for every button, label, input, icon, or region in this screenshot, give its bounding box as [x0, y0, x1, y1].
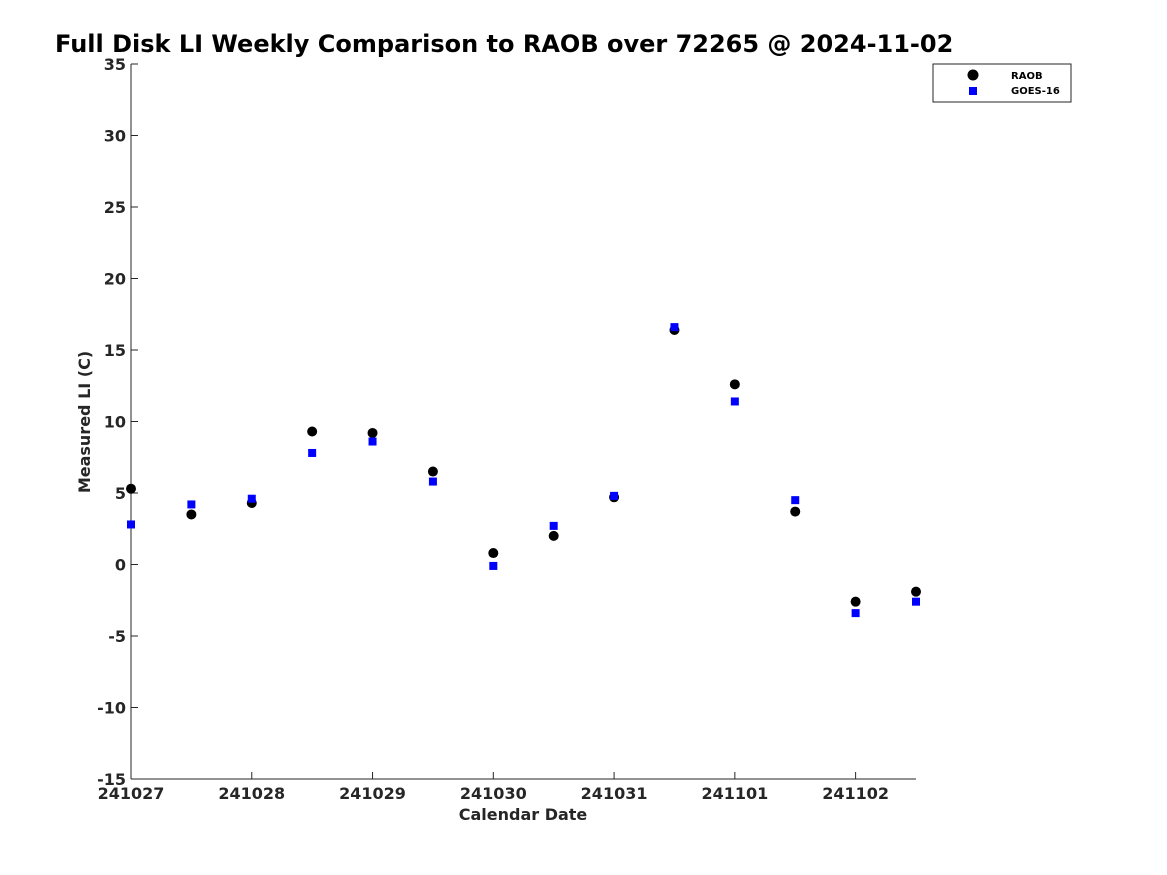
goes16-point — [610, 491, 619, 500]
legend-marker-raob — [967, 69, 979, 81]
goes16-point — [912, 597, 920, 606]
legend-box — [932, 63, 1072, 103]
x-tick-label: 241031 — [581, 784, 648, 803]
y-ticks: -15 -10 -5 0 5 10 15 20 25 30 35 — [97, 55, 138, 789]
y-tick-label: -5 — [108, 627, 126, 646]
goes16-point — [670, 323, 679, 332]
y-tick-label: -10 — [97, 699, 126, 718]
raob-point — [488, 548, 499, 559]
y-tick-label: 15 — [104, 341, 126, 360]
raob-point — [911, 586, 921, 597]
x-tick-label: 241027 — [98, 784, 165, 803]
raob-point — [548, 530, 559, 541]
y-tick-label: -15 — [97, 770, 126, 789]
raob-point — [729, 379, 740, 390]
goes16-point — [247, 494, 256, 503]
goes16-point — [851, 609, 860, 618]
legend: RAOB GOES-16 — [932, 63, 1072, 103]
y-tick-label: 35 — [104, 55, 126, 74]
goes16-point — [791, 496, 800, 505]
raob-point — [307, 426, 318, 437]
goes16-point — [730, 397, 739, 406]
goes16-point — [489, 561, 498, 570]
x-tick-label: 241028 — [218, 784, 285, 803]
x-tick-label: 241030 — [460, 784, 527, 803]
raob-point — [186, 509, 197, 520]
y-tick-label: 30 — [104, 127, 126, 146]
goes16-point — [549, 521, 558, 530]
raob-point — [367, 427, 378, 438]
y-tick-label: 5 — [115, 484, 126, 503]
raob-point — [427, 466, 438, 477]
chart-title: Full Disk LI Weekly Comparison to RAOB o… — [55, 30, 953, 58]
x-tick-label: 241102 — [822, 784, 889, 803]
raob-point — [790, 506, 801, 517]
goes16-point — [368, 437, 377, 446]
goes16-point — [428, 477, 437, 486]
goes16-point — [308, 448, 317, 457]
raob-point — [850, 596, 861, 607]
goes16-point — [127, 520, 135, 529]
legend-label-goes16: GOES-16 — [1011, 86, 1060, 97]
y-axis-label: Measured LI (C) — [75, 351, 94, 493]
y-tick-label: 10 — [104, 413, 126, 432]
x-tick-label: 241029 — [339, 784, 406, 803]
legend-label-raob: RAOB — [1011, 71, 1043, 82]
y-tick-label: 20 — [104, 270, 126, 289]
x-axis-label: Calendar Date — [459, 805, 588, 824]
goes16-point — [187, 500, 196, 509]
data-points — [126, 323, 921, 618]
x-tick-label: 241101 — [701, 784, 768, 803]
x-ticks: 241027 241028 241029 241030 241031 241101 2411… — [98, 772, 889, 803]
y-tick-label: 0 — [115, 556, 126, 575]
plot-axes — [130, 64, 916, 780]
legend-marker-goes16 — [969, 87, 977, 95]
raob-point — [126, 483, 136, 494]
y-tick-label: 25 — [104, 198, 126, 217]
